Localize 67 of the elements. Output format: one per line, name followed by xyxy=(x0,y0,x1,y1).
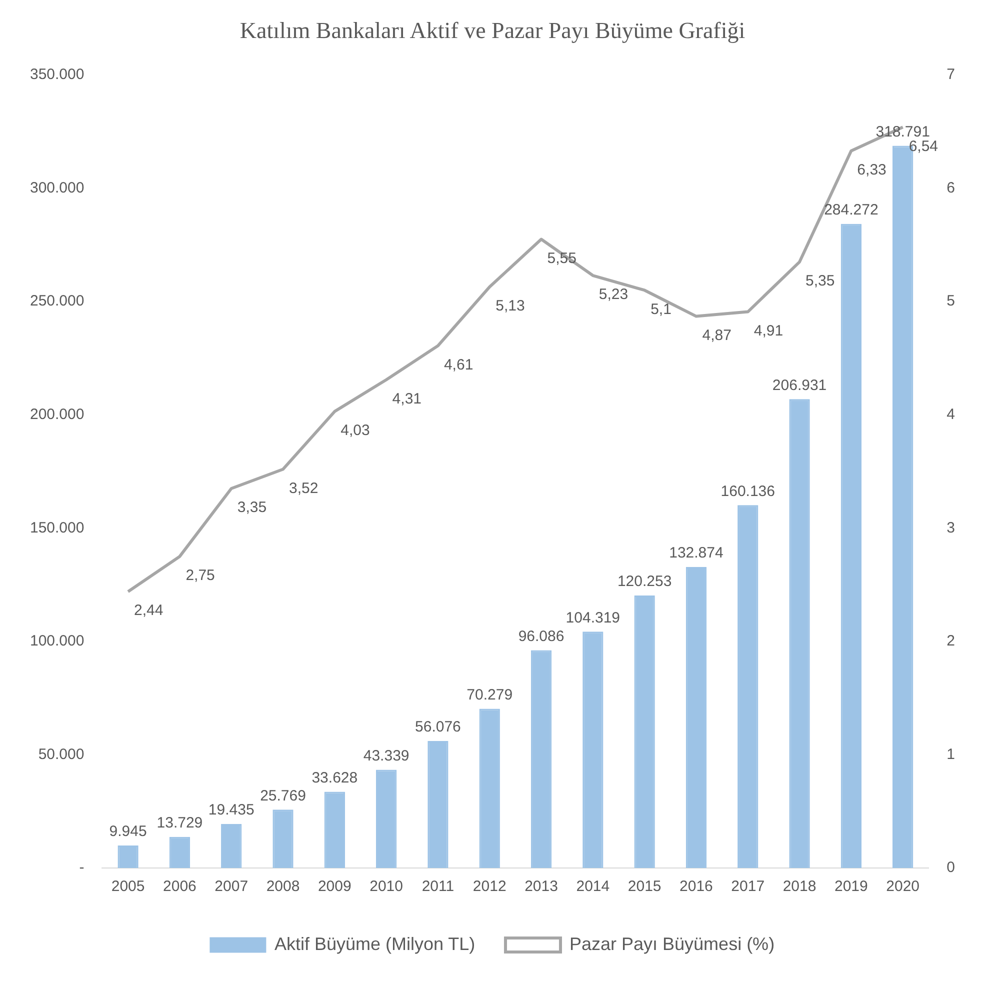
data-label: 4,31 xyxy=(392,390,422,408)
data-label: 3,35 xyxy=(237,499,267,516)
x-tick-label: 2018 xyxy=(782,878,816,896)
y-tick-label: 100.000 xyxy=(30,632,84,650)
data-label: 33.628 xyxy=(312,769,358,786)
x-tick-label: 2005 xyxy=(111,878,145,896)
data-label: 4,91 xyxy=(754,322,784,340)
data-label: 284.272 xyxy=(824,202,878,219)
x-tick-label: 2007 xyxy=(214,878,248,896)
legend-label: Pazar Payı Büyümesi (%) xyxy=(569,934,775,954)
data-label: 104.319 xyxy=(566,609,620,626)
y-tick-label: 200.000 xyxy=(30,406,84,423)
x-tick-label: 2011 xyxy=(422,878,454,896)
y2-tick-label: 6 xyxy=(946,179,955,196)
data-label: 19.435 xyxy=(208,802,254,819)
x-tick-label: 2016 xyxy=(680,878,713,896)
x-tick-label: 2008 xyxy=(266,878,300,896)
data-label: 318.791 xyxy=(876,123,930,140)
y-tick-label: - xyxy=(79,859,84,876)
data-label: 70.279 xyxy=(466,686,513,704)
x-tick-label: 2019 xyxy=(834,878,868,896)
data-label: 43.339 xyxy=(363,747,410,764)
data-label: 5,55 xyxy=(547,250,576,267)
x-tick-label: 2014 xyxy=(576,878,610,896)
data-label: 13.729 xyxy=(156,814,203,832)
y-tick-label: 350.000 xyxy=(30,66,84,84)
y2-tick-label: 3 xyxy=(946,519,955,536)
data-label: 9.945 xyxy=(109,823,147,840)
x-tick-label: 2020 xyxy=(886,878,920,896)
y-tick-label: 250.000 xyxy=(30,292,84,310)
data-label: 96.086 xyxy=(518,628,564,645)
data-label: 4,61 xyxy=(444,356,474,374)
y-tick-label: 300.000 xyxy=(30,179,84,196)
y2-tick-label: 2 xyxy=(946,632,955,650)
y2-tick-label: 0 xyxy=(946,859,955,876)
y2-tick-label: 4 xyxy=(946,406,955,423)
data-label: 206.931 xyxy=(772,376,827,394)
x-tick-label: 2006 xyxy=(163,878,196,896)
data-label: 6,54 xyxy=(908,138,938,155)
data-label: 4,87 xyxy=(702,326,732,344)
data-label: 5,13 xyxy=(496,297,525,314)
data-label: 5,35 xyxy=(806,272,835,290)
data-label: 5,23 xyxy=(598,286,628,304)
y2-tick-label: 7 xyxy=(946,66,955,84)
x-tick-label: 2012 xyxy=(472,878,506,896)
data-label: 56.076 xyxy=(415,718,461,736)
data-label: 4,03 xyxy=(340,422,370,440)
y2-tick-label: 1 xyxy=(946,746,955,763)
chart-title: Katılım Bankaları Aktif ve Pazar Payı Büyüme Grafiği xyxy=(238,18,746,44)
data-label: 25.769 xyxy=(260,787,306,804)
data-label: 120.253 xyxy=(617,573,672,590)
y-tick-label: 50.000 xyxy=(38,746,84,763)
data-label: 3,52 xyxy=(289,480,318,497)
x-tick-label: 2009 xyxy=(318,878,352,896)
y-tick-label: 150.000 xyxy=(30,519,84,536)
data-label: 2,44 xyxy=(134,602,164,620)
x-tick-label: 2013 xyxy=(524,878,558,896)
data-label: 2,75 xyxy=(186,567,215,584)
legend-label: Aktif Büyüme (Milyon TL) xyxy=(274,934,476,954)
data-label: 5,1 xyxy=(650,300,672,318)
data-label: 132.874 xyxy=(669,544,724,562)
x-tick-label: 2015 xyxy=(628,878,662,896)
x-tick-label: 2010 xyxy=(370,878,403,896)
data-label: 160.136 xyxy=(720,482,775,500)
x-tick-label: 2017 xyxy=(731,878,765,896)
data-label: 6,33 xyxy=(857,162,886,179)
y2-tick-label: 5 xyxy=(946,292,955,310)
